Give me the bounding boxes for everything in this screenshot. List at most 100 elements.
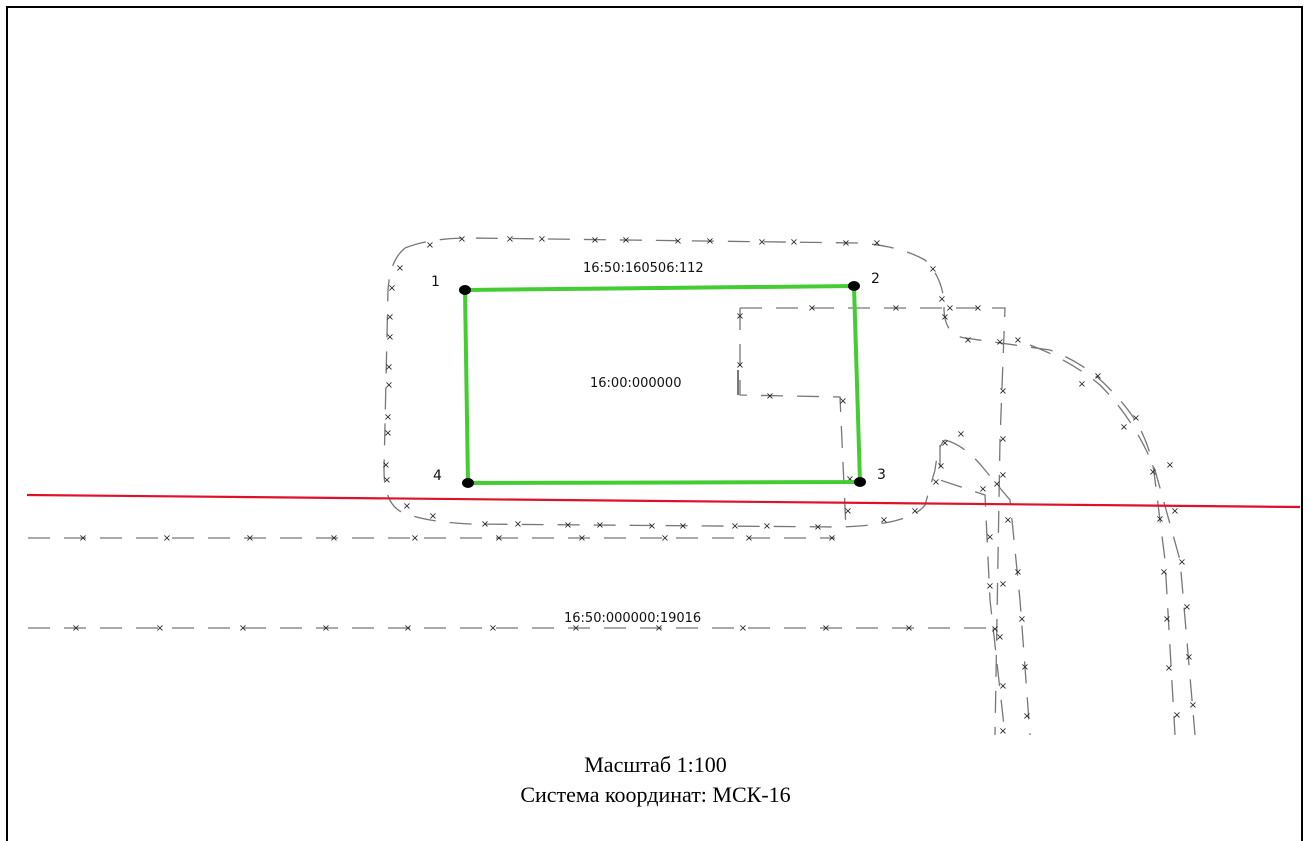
svg-text:×: × <box>429 511 437 522</box>
svg-text:×: × <box>622 235 630 246</box>
svg-text:×: × <box>564 520 572 531</box>
point-marker-4[interactable] <box>462 478 474 488</box>
svg-text:×: × <box>79 533 87 544</box>
svg-text:×: × <box>999 386 1007 397</box>
svg-text:×: × <box>403 501 411 512</box>
svg-text:×: × <box>892 303 900 314</box>
svg-text:×: × <box>388 283 396 294</box>
svg-text:×: × <box>941 438 949 449</box>
svg-text:×: × <box>1078 379 1086 390</box>
svg-text:×: × <box>957 429 965 440</box>
svg-text:×: × <box>578 533 586 544</box>
svg-text:×: × <box>999 470 1007 481</box>
svg-text:×: × <box>495 533 503 544</box>
svg-text:×: × <box>706 236 714 247</box>
svg-text:×: × <box>745 533 753 544</box>
svg-text:×: × <box>846 474 854 485</box>
scale-text: Масштаб 1:100 <box>584 752 727 777</box>
svg-text:×: × <box>946 303 954 314</box>
svg-text:×: × <box>999 579 1007 590</box>
svg-text:×: × <box>648 521 656 532</box>
svg-text:×: × <box>873 238 881 249</box>
svg-text:×: × <box>937 461 945 472</box>
svg-text:×: × <box>481 519 489 530</box>
point-marker-3[interactable] <box>854 477 866 487</box>
svg-text:×: × <box>996 337 1004 348</box>
svg-text:×: × <box>426 240 434 251</box>
svg-text:×: × <box>384 412 392 423</box>
svg-text:×: × <box>991 624 999 635</box>
svg-text:×: × <box>766 391 774 402</box>
svg-text:×: × <box>1014 335 1022 346</box>
svg-text:×: × <box>828 533 836 544</box>
outer-boundary-top <box>404 237 1176 736</box>
svg-text:×: × <box>911 506 919 517</box>
cadastral-boundaries <box>28 237 1196 736</box>
svg-text:×: × <box>941 312 949 323</box>
point-marker-1[interactable] <box>459 285 471 295</box>
svg-text:×: × <box>572 623 580 634</box>
svg-text:×: × <box>72 623 80 634</box>
map-footer: Масштаб 1:100 Система координат: МСК-16 <box>0 750 1311 810</box>
svg-text:×: × <box>964 335 972 346</box>
svg-text:×: × <box>679 521 687 532</box>
svg-text:×: × <box>842 238 850 249</box>
svg-text:×: × <box>1185 652 1193 663</box>
svg-text:×: × <box>736 311 744 322</box>
svg-text:×: × <box>763 521 771 532</box>
svg-text:×: × <box>385 380 393 391</box>
svg-text:×: × <box>382 460 390 471</box>
svg-text:×: × <box>1132 413 1140 424</box>
diagonal-boundary <box>944 439 1031 736</box>
svg-text:×: × <box>1120 422 1128 433</box>
svg-text:×: × <box>1023 711 1031 722</box>
svg-text:×: × <box>986 532 994 543</box>
map-canvas: × × × × × × × × × × × × × × × × × × × × × × × × × × × × × × × ×… <box>26 234 1301 737</box>
svg-text:×: × <box>999 726 1007 737</box>
svg-text:×: × <box>396 263 404 274</box>
svg-text:×: × <box>411 533 419 544</box>
svg-text:×: × <box>1160 567 1168 578</box>
svg-text:×: × <box>999 681 1007 692</box>
svg-text:×: × <box>591 235 599 246</box>
inner-boundary <box>740 307 1006 736</box>
svg-text:×: × <box>1021 662 1029 673</box>
svg-text:×: × <box>758 237 766 248</box>
svg-text:×: × <box>596 520 604 531</box>
outer-boundary <box>383 247 946 528</box>
svg-text:×: × <box>1189 700 1197 711</box>
road-cadastral-number: 16:50:000000:19016 <box>564 611 701 626</box>
svg-text:×: × <box>383 475 391 486</box>
svg-text:×: × <box>974 303 982 314</box>
red-line <box>26 493 1301 509</box>
svg-text:×: × <box>739 623 747 634</box>
svg-text:×: × <box>844 506 852 517</box>
svg-text:×: × <box>880 515 888 526</box>
svg-text:×: × <box>674 236 682 247</box>
map-frame <box>6 6 1303 841</box>
svg-text:×: × <box>661 533 669 544</box>
svg-text:×: × <box>1178 557 1186 568</box>
svg-text:×: × <box>839 396 847 407</box>
svg-text:×: × <box>385 362 393 373</box>
svg-text:×: × <box>246 533 254 544</box>
svg-text:×: × <box>1014 567 1022 578</box>
svg-text:×: × <box>1018 614 1026 625</box>
svg-text:×: × <box>1149 467 1157 478</box>
svg-text:×: × <box>1163 614 1171 625</box>
svg-text:×: × <box>736 360 744 371</box>
point-marker-2[interactable] <box>848 281 860 291</box>
svg-text:×: × <box>506 234 514 245</box>
svg-text:×: × <box>330 533 338 544</box>
svg-text:×: × <box>938 294 946 305</box>
svg-text:×: × <box>986 581 994 592</box>
parcel-cadastral-number: 16:50:160506:112 <box>583 261 704 276</box>
svg-text:×: × <box>404 623 412 634</box>
svg-text:×: × <box>822 623 830 634</box>
svg-text:×: × <box>790 237 798 248</box>
point-label-2: 2 <box>871 271 880 287</box>
svg-text:×: × <box>905 623 913 634</box>
svg-text:×: × <box>1004 515 1012 526</box>
svg-text:×: × <box>932 477 940 488</box>
svg-text:×: × <box>322 623 330 634</box>
